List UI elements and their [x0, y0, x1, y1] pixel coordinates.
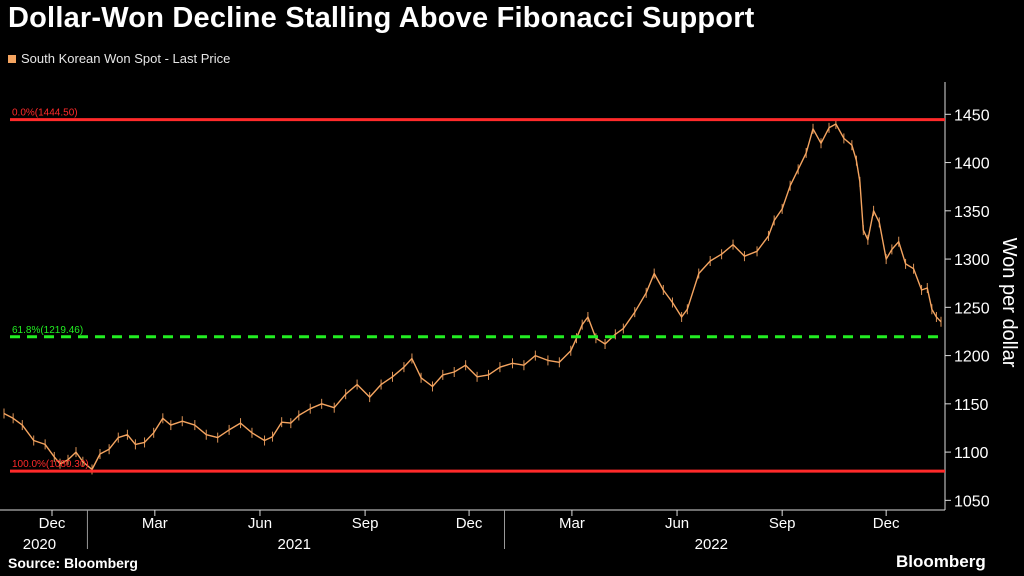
y-tick-label: 1150 — [954, 397, 989, 414]
x-tick-label: Mar — [142, 515, 168, 532]
x-tick-label: Jun — [248, 515, 272, 532]
legend-label: South Korean Won Spot - Last Price — [21, 51, 231, 66]
x-tick-label: Sep — [769, 515, 796, 532]
x-tick-label: Mar — [559, 515, 585, 532]
y-tick-label: 1250 — [954, 300, 990, 317]
x-tick-label: Dec — [873, 515, 900, 532]
legend: South Korean Won Spot - Last Price — [8, 51, 230, 66]
y-tick-label: 1450 — [954, 107, 990, 124]
reference-line-label: 0.0%(1444.50) — [12, 108, 78, 119]
legend-swatch — [8, 54, 16, 63]
year-label: 2020 — [23, 536, 56, 553]
brand-logo: Bloomberg — [896, 552, 986, 571]
x-tick-label: Dec — [456, 515, 483, 532]
series-line — [3, 123, 942, 471]
x-tick-label: Jun — [665, 515, 689, 532]
y-tick-label: 1400 — [954, 156, 990, 173]
x-tick-label: Sep — [352, 515, 379, 532]
y-tick-label: 1100 — [954, 445, 989, 462]
year-label: 2021 — [278, 536, 311, 553]
source-note: Source: Bloomberg — [8, 555, 138, 571]
year-label: 2022 — [695, 536, 728, 553]
y-tick-label: 1350 — [954, 204, 990, 221]
x-tick-label: Dec — [39, 515, 66, 532]
y-tick-label: 1300 — [954, 252, 990, 269]
y-axis-title: Won per dollar — [998, 238, 1020, 368]
reference-line-label: 100.0%(1080.30) — [12, 459, 89, 470]
y-tick-label: 1050 — [954, 493, 990, 510]
y-tick-label: 1200 — [954, 349, 990, 366]
reference-line-label: 61.8%(1219.46) — [12, 325, 83, 336]
chart-title: Dollar-Won Decline Stalling Above Fibona… — [8, 2, 755, 34]
